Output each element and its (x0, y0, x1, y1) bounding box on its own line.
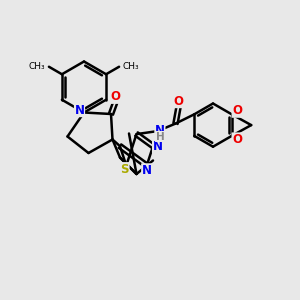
Text: S: S (121, 163, 129, 176)
Text: N: N (155, 124, 165, 137)
Text: O: O (111, 90, 121, 103)
Text: N: N (152, 140, 163, 153)
Text: H: H (155, 131, 164, 142)
Text: O: O (232, 133, 242, 146)
Text: O: O (232, 104, 242, 117)
Text: O: O (173, 94, 184, 108)
Text: CH₃: CH₃ (29, 62, 45, 71)
Text: N: N (142, 164, 152, 177)
Text: N: N (74, 103, 85, 117)
Text: CH₃: CH₃ (123, 62, 139, 71)
